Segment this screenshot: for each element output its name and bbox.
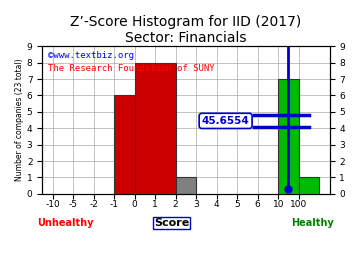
Bar	[114, 96, 135, 194]
Text: 45.6554: 45.6554	[202, 116, 249, 126]
Text: Unhealthy: Unhealthy	[37, 218, 94, 228]
Text: ©www.textbiz.org: ©www.textbiz.org	[48, 51, 134, 60]
Bar	[176, 177, 196, 194]
Title: Z’-Score Histogram for IID (2017)
Sector: Financials: Z’-Score Histogram for IID (2017) Sector…	[70, 15, 302, 45]
Text: Healthy: Healthy	[291, 218, 334, 228]
Text: Score: Score	[154, 218, 189, 228]
Bar	[135, 63, 176, 194]
Y-axis label: Number of companies (23 total): Number of companies (23 total)	[15, 59, 24, 181]
Bar	[278, 79, 299, 194]
Bar	[299, 177, 319, 194]
Text: The Research Foundation of SUNY: The Research Foundation of SUNY	[48, 64, 215, 73]
